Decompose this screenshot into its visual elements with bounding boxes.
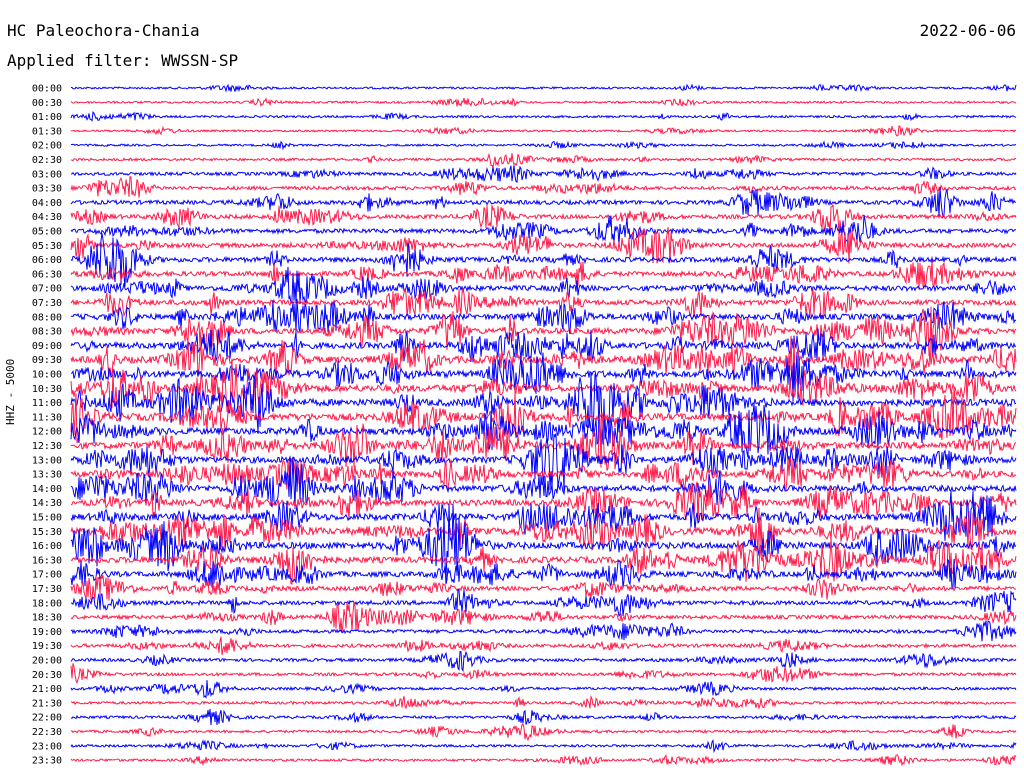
time-tick-label: 03:30 [32,184,62,195]
time-tick-label: 05:30 [32,241,62,252]
time-tick-label: 06:00 [32,255,62,266]
trace-row [70,306,1017,356]
trace-row [70,351,1017,402]
trace-row [70,83,1017,93]
trace-row [70,298,1017,335]
trace-row [70,457,1017,491]
time-tick-label: 18:00 [32,598,62,609]
trace-row [70,694,1017,710]
time-tick-label: 07:30 [32,298,62,309]
trace-row [70,227,1017,264]
time-tick-label: 04:00 [32,198,62,209]
trace-row [70,680,1017,699]
time-tick-label: 14:00 [32,484,62,495]
time-tick-label: 03:00 [32,169,62,180]
station-title: HC Paleochora-Chania [7,21,200,40]
time-tick-label: 00:30 [32,98,62,109]
trace-row [70,636,1017,656]
trace-row [70,97,1017,108]
time-tick-label: 05:00 [32,227,62,238]
time-tick-label: 18:30 [32,613,62,624]
time-tick-labels: 00:00 00:30 01:00 01:30 02:00 02:30 03:00 03:30… [32,84,62,767]
time-tick-label: 10:30 [32,384,62,395]
trace-row [70,575,1017,603]
time-tick-label: 02:30 [32,155,62,166]
trace-row [70,403,1017,458]
trace-row [70,537,1017,585]
trace-row [70,490,1017,541]
date-label: 2022-06-06 [919,21,1016,40]
time-tick-label: 16:30 [32,555,62,566]
time-tick-label: 17:30 [32,584,62,595]
trace-row [70,708,1017,726]
trace-row [70,266,1017,304]
time-tick-label: 19:30 [32,641,62,652]
time-tick-label: 21:00 [32,684,62,695]
time-tick-label: 16:00 [32,541,62,552]
trace-row [70,186,1016,219]
trace-row [70,125,1017,137]
time-tick-label: 23:00 [32,741,62,752]
time-tick-label: 04:30 [32,212,62,223]
time-tick-label: 06:30 [32,269,62,280]
trace-row [70,503,1017,581]
time-tick-label: 19:00 [32,627,62,638]
trace-row [70,416,1017,471]
time-tick-label: 12:30 [32,441,62,452]
trace-row [70,507,1017,556]
trace-row [70,328,1017,363]
time-tick-label: 11:30 [32,412,62,423]
time-tick-label: 08:00 [32,312,62,323]
trace-row [70,204,1017,236]
time-tick-label: 12:00 [32,427,62,438]
time-tick-label: 20:30 [32,670,62,681]
trace-row [70,386,1017,444]
time-tick-label: 22:30 [32,727,62,738]
trace-row [70,140,1017,151]
time-tick-label: 01:00 [32,112,62,123]
trace-row [70,754,1017,767]
trace-row [70,152,1017,169]
trace-row [70,259,1017,290]
time-tick-label: 14:30 [32,498,62,509]
trace-row [70,650,1017,673]
trace-row [70,589,1017,618]
trace-row [70,110,1017,122]
filter-label: Applied filter: WWSSN-SP [7,51,239,70]
trace-row [70,663,1017,685]
trace-row [70,176,1017,198]
time-tick-label: 13:30 [32,470,62,481]
trace-row [70,738,1017,754]
trace-row [70,481,1017,524]
trace-row [70,233,1017,287]
time-tick-label: 17:00 [32,570,62,581]
time-tick-label: 15:30 [32,527,62,538]
time-tick-label: 09:00 [32,341,62,352]
time-tick-label: 02:00 [32,141,62,152]
trace-row [70,558,1017,590]
trace-row [71,723,1017,742]
trace-row [71,165,1017,183]
trace-row [70,456,1017,509]
time-tick-label: 11:00 [32,398,62,409]
time-tick-label: 21:30 [32,698,62,709]
time-tick-label: 07:00 [32,284,62,295]
time-tick-label: 09:30 [32,355,62,366]
time-tick-label: 00:00 [32,84,62,95]
time-tick-label: 20:00 [32,656,62,667]
trace-row [70,214,1017,246]
time-tick-label: 23:30 [32,756,62,767]
time-tick-label: 10:00 [32,370,62,381]
trace-row [70,433,1017,492]
trace-row [70,620,1017,642]
time-tick-label: 01:30 [32,126,62,137]
trace-row [70,287,1017,318]
time-tick-label: 15:00 [32,513,62,524]
trace-row [70,602,1017,633]
time-tick-label: 22:00 [32,713,62,724]
seismic-traces [70,83,1017,767]
time-tick-label: 13:00 [32,455,62,466]
time-tick-label: 08:30 [32,327,62,338]
